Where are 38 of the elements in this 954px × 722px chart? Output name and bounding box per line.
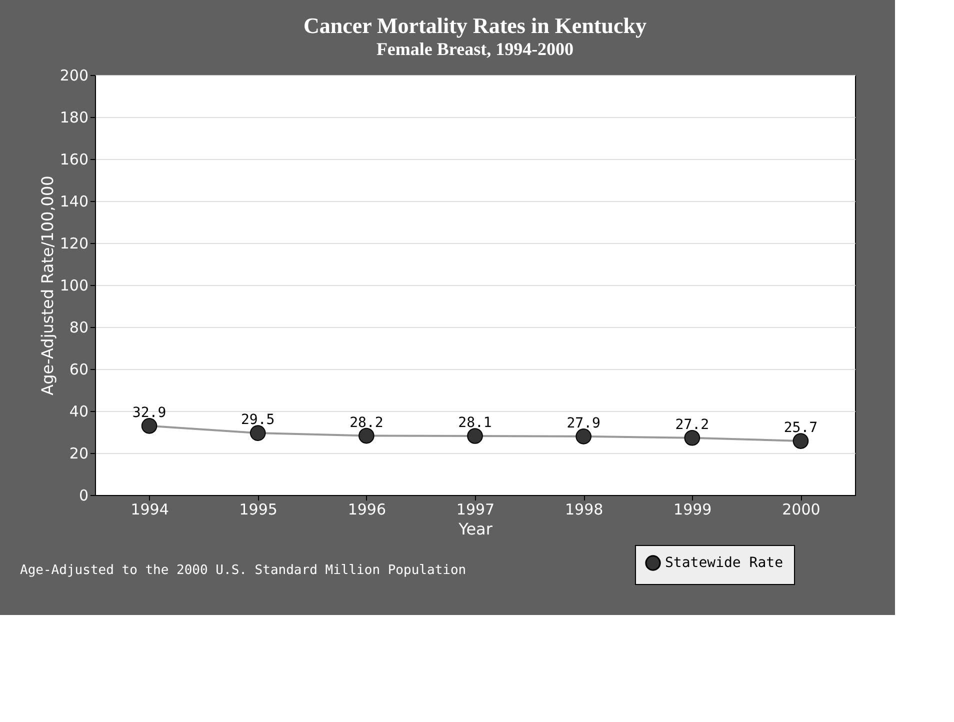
x-tick-label: 1994 xyxy=(130,500,169,518)
y-tick-label: 180 xyxy=(60,108,88,126)
x-tick-label: 1997 xyxy=(456,500,495,518)
y-tick-label: 20 xyxy=(69,444,88,462)
text: Age-Adjusted to the 2000 U.S. Standard Million Population xyxy=(20,563,466,578)
x-tick-label: 1998 xyxy=(564,500,604,518)
y-tick-label: 160 xyxy=(60,150,88,168)
chart-subtitle: Female Breast, 1994-2000 xyxy=(376,39,574,59)
point xyxy=(141,418,158,434)
point xyxy=(576,428,592,444)
y-tick-label: 40 xyxy=(69,402,88,420)
x-tick-label: 1996 xyxy=(348,500,386,518)
chart-title: Cancer Mortality Rates in Kentucky xyxy=(304,13,646,38)
data-label: 27.2 xyxy=(675,416,709,433)
point xyxy=(250,425,266,441)
data-label: 27.9 xyxy=(566,415,600,432)
point xyxy=(684,430,700,446)
point xyxy=(358,428,374,444)
x-axis-title: Year xyxy=(458,520,493,538)
data-label: 28.2 xyxy=(350,414,384,431)
legend-label: Statewide Rate xyxy=(665,555,784,571)
y-tick-label: 100 xyxy=(60,276,88,294)
y-tick-label: 200 xyxy=(60,66,88,84)
y-tick-label: 140 xyxy=(60,192,88,210)
data-label: 29.5 xyxy=(241,412,275,428)
y-tick-label: 0 xyxy=(78,486,88,504)
data-label: 32.9 xyxy=(132,404,166,421)
y-tick-label: 120 xyxy=(60,234,88,252)
x-tick-label: 2000 xyxy=(782,500,820,518)
x-tick-label: 1995 xyxy=(239,500,278,518)
data-label: 28.1 xyxy=(458,414,492,431)
point xyxy=(467,428,483,444)
y-axis-title: Age-Adjusted Rate/100,000 xyxy=(38,176,57,396)
y-tick-label: 60 xyxy=(69,360,88,378)
y-tick-label: 80 xyxy=(69,318,88,336)
data-label: 25.7 xyxy=(784,420,818,436)
point xyxy=(792,433,809,449)
x-tick-label: 1999 xyxy=(674,500,712,518)
